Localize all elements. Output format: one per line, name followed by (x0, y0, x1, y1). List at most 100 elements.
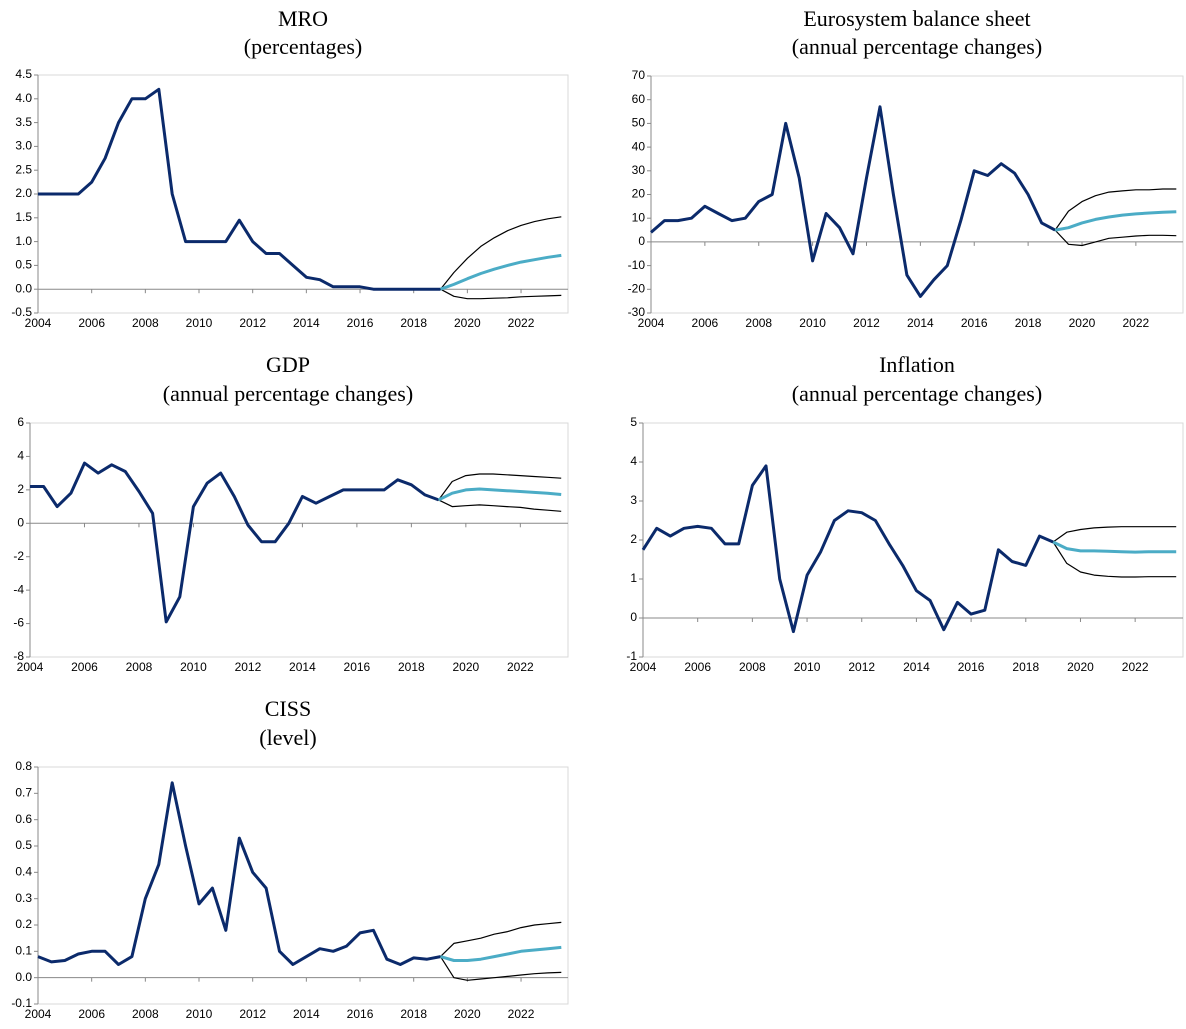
y-tick-label: 30 (632, 163, 646, 177)
x-tick-label: 2014 (289, 660, 316, 674)
series-line (1054, 188, 1177, 231)
series-line (1054, 210, 1177, 232)
chart-subtitle: (percentages) (244, 34, 362, 59)
x-tick-label: 2018 (400, 316, 427, 330)
x-tick-label: 2010 (794, 660, 821, 674)
y-tick-label: 3 (630, 493, 637, 507)
y-tick-label: -8 (13, 649, 24, 663)
x-tick-label: 2008 (126, 660, 153, 674)
y-tick-label: 10 (632, 210, 646, 224)
x-tick-label: 2012 (239, 316, 266, 330)
x-tick-label: 2012 (239, 1007, 266, 1021)
y-tick-label: 0.8 (15, 759, 32, 773)
x-tick-label: 2006 (692, 316, 719, 330)
x-tick-label: 2004 (25, 316, 52, 330)
x-tick-label: 2022 (507, 660, 534, 674)
y-tick-label: 0 (638, 234, 645, 248)
x-tick-label: 2016 (958, 660, 985, 674)
y-tick-label: 0 (630, 610, 637, 624)
series-line (439, 253, 562, 291)
x-tick-label: 2018 (398, 660, 425, 674)
x-tick-label: 2010 (186, 316, 213, 330)
x-tick-label: 2020 (1067, 660, 1094, 674)
x-tick-label: 2004 (25, 1007, 52, 1021)
y-tick-label: -2 (13, 549, 24, 563)
chart-title: Inflation (879, 352, 955, 377)
series-line (650, 105, 1056, 298)
y-tick-label: 0.5 (15, 838, 32, 852)
y-tick-label: 2.0 (15, 186, 32, 200)
y-tick-label: 70 (632, 68, 646, 82)
series-line (440, 945, 562, 962)
y-tick-label: -0.5 (11, 305, 32, 319)
x-tick-label: 2004 (638, 316, 665, 330)
y-tick-label: 4 (630, 454, 637, 468)
plot-frame (37, 766, 569, 1005)
x-tick-label: 2008 (739, 660, 766, 674)
x-tick-label: 2008 (745, 316, 772, 330)
chart-subtitle: (annual percentage changes) (792, 381, 1042, 406)
x-tick-label: 2016 (347, 1007, 374, 1021)
series-line (1052, 541, 1177, 578)
x-tick-label: 2018 (1012, 660, 1039, 674)
y-tick-label: 1 (630, 571, 637, 585)
x-tick-label: 2016 (344, 660, 371, 674)
x-tick-label: 2016 (347, 316, 374, 330)
x-tick-label: 2008 (132, 316, 159, 330)
y-tick-label: 4.5 (15, 67, 32, 81)
x-tick-label: 2022 (508, 1007, 535, 1021)
series-line (1052, 540, 1177, 554)
y-tick-label: 1.0 (15, 234, 32, 248)
y-tick-label: 0.5 (15, 258, 32, 272)
x-tick-label: 2014 (907, 316, 934, 330)
x-tick-label: 2006 (71, 660, 98, 674)
x-tick-label: 2020 (452, 660, 479, 674)
y-tick-label: 0.0 (15, 281, 32, 295)
series-line (641, 464, 1054, 634)
series-line (37, 781, 441, 966)
chart-title: Eurosystem balance sheet (803, 6, 1030, 31)
x-tick-label: 2008 (132, 1007, 159, 1021)
x-tick-label: 2010 (186, 1007, 213, 1021)
x-tick-label: 2014 (903, 660, 930, 674)
x-tick-label: 2022 (1123, 316, 1150, 330)
y-tick-label: 1.5 (15, 210, 32, 224)
x-tick-label: 2014 (293, 316, 320, 330)
y-tick-label: 0.3 (15, 891, 32, 905)
x-tick-label: 2012 (848, 660, 875, 674)
plot-frame (37, 74, 569, 314)
y-tick-label: 0.7 (15, 786, 32, 800)
chart-subtitle: (annual percentage changes) (163, 381, 413, 406)
y-tick-label: 4 (17, 449, 24, 463)
y-tick-label: 2 (630, 532, 637, 546)
x-tick-label: 2020 (1069, 316, 1096, 330)
chart-subtitle: (annual percentage changes) (792, 34, 1042, 59)
series-line (438, 499, 562, 512)
y-tick-label: 50 (632, 116, 646, 130)
plot-frame (29, 422, 569, 658)
y-tick-label: 20 (632, 187, 646, 201)
y-tick-label: -0.1 (11, 996, 32, 1010)
x-tick-label: 2022 (508, 316, 535, 330)
y-tick-label: 0.4 (15, 865, 32, 879)
y-tick-label: 2.5 (15, 162, 32, 176)
y-tick-label: -4 (13, 582, 24, 596)
y-tick-label: 0.0 (15, 970, 32, 984)
series-line (1052, 526, 1177, 543)
plot-frame (650, 75, 1184, 314)
x-tick-label: 2010 (799, 316, 826, 330)
x-tick-label: 2020 (454, 1007, 481, 1021)
y-tick-label: 0.1 (15, 944, 32, 958)
y-tick-label: 0 (17, 515, 24, 529)
series-line (1054, 229, 1177, 247)
x-tick-label: 2006 (684, 660, 711, 674)
chart-title: GDP (266, 352, 310, 377)
y-tick-label: 2 (17, 482, 24, 496)
x-tick-label: 2004 (630, 660, 657, 674)
y-tick-label: 60 (632, 92, 646, 106)
y-tick-label: 6 (17, 415, 24, 429)
x-tick-label: 2012 (853, 316, 880, 330)
x-tick-label: 2020 (454, 316, 481, 330)
x-tick-label: 2018 (1015, 316, 1042, 330)
